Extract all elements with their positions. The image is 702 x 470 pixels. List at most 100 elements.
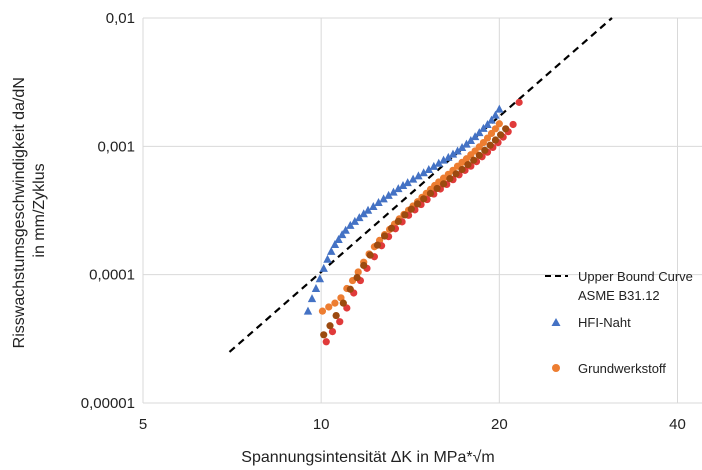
data-point-gw_brown <box>346 285 354 293</box>
y-axis-title-line-1: Risswachstumsgeschwindigkeit da/dN <box>11 77 28 348</box>
data-point-gw_brown <box>464 161 472 169</box>
legend-gw-label: Grundwerkstoff <box>578 361 666 376</box>
data-point-hfi <box>429 161 439 170</box>
data-point-gw <box>318 307 327 315</box>
legend-upper-bound-line-1: Upper Bound Curve <box>578 269 693 284</box>
y-tick-label: 0,01 <box>106 10 135 27</box>
data-point-gw_brown <box>458 165 466 174</box>
x-tick-label: 5 <box>139 416 147 433</box>
data-point-gw_brown <box>491 136 500 144</box>
data-point-hfi <box>483 119 492 128</box>
series-gw_brown <box>320 125 510 339</box>
data-point-hfi <box>487 115 496 124</box>
data-point-gw_brown <box>320 331 328 339</box>
data-point-hfi <box>350 216 360 225</box>
data-point-hfi <box>355 213 364 222</box>
data-point-gw_brown <box>407 205 415 213</box>
data-point-gw_brown <box>497 131 505 139</box>
data-point-gw <box>331 299 339 307</box>
data-point-gw_brown <box>373 241 382 249</box>
data-point-gw_brown <box>433 184 441 193</box>
legend-gw-line-1: Grundwerkstoff <box>578 361 666 376</box>
y-tick-label: 0,001 <box>97 138 135 155</box>
legend-gw-swatch <box>552 364 560 372</box>
y-tick-label: 0,00001 <box>81 395 135 412</box>
data-point-hfi <box>330 239 340 248</box>
data-point-hfi <box>444 152 453 161</box>
x-tick-label: 40 <box>669 416 686 433</box>
data-point-gw_brown <box>446 175 454 183</box>
data-point-hfi <box>453 146 462 155</box>
data-point-gw_red <box>322 338 330 346</box>
data-point-gw_brown <box>366 251 374 259</box>
legend: Upper Bound Curve ASME B31.12 HFI-Naht G… <box>545 269 697 376</box>
data-point-gw_red <box>509 120 517 129</box>
data-point-hfi <box>303 306 313 315</box>
data-point-hfi <box>414 171 423 180</box>
data-point-gw_brown <box>475 151 483 159</box>
data-point-hfi <box>379 194 388 203</box>
data-point-hfi <box>327 246 336 255</box>
data-point-gw_brown <box>381 232 389 240</box>
data-point-gw_brown <box>339 299 347 307</box>
data-point-gw_brown <box>486 141 494 149</box>
data-point-hfi <box>315 274 325 283</box>
data-point-hfi <box>424 164 433 173</box>
data-point-gw_brown <box>353 273 361 282</box>
data-point-hfi <box>495 104 504 113</box>
data-point-hfi <box>323 254 332 263</box>
upper-bound-curve-line <box>228 17 613 353</box>
y-tick-label: 0,0001 <box>89 267 135 284</box>
x-tick-label: 10 <box>313 416 330 433</box>
legend-hfi-line-1: HFI-Naht <box>578 315 631 330</box>
data-point-gw <box>491 125 500 133</box>
data-point-hfi <box>369 201 378 210</box>
data-point-hfi <box>384 190 393 199</box>
data-point-gw_red <box>336 318 344 326</box>
data-point-hfi <box>439 155 448 164</box>
data-point-hfi <box>311 284 321 293</box>
data-point-hfi <box>457 142 467 151</box>
data-point-gw_red <box>328 328 337 336</box>
legend-upper-bound-label: Upper Bound Curve ASME B31.12 <box>578 269 697 303</box>
data-point-gw_brown <box>394 217 402 226</box>
data-point-hfi <box>389 187 398 196</box>
grid <box>142 17 702 404</box>
data-point-hfi <box>466 136 476 145</box>
data-point-gw_brown <box>326 322 334 330</box>
data-point-hfi <box>403 178 412 187</box>
legend-upper-bound-line-2: ASME B31.12 <box>578 288 660 303</box>
data-point-hfi <box>462 139 471 148</box>
data-point-hfi <box>346 220 355 229</box>
x-tick-label: 20 <box>491 416 508 433</box>
data-point-gw <box>354 268 362 276</box>
data-point-gw_brown <box>502 125 510 133</box>
data-point-hfi <box>491 110 500 119</box>
data-point-hfi <box>341 225 350 234</box>
data-point-hfi <box>307 294 317 303</box>
data-point-gw_brown <box>360 261 368 270</box>
data-point-hfi <box>408 174 418 183</box>
data-point-hfi <box>337 230 347 239</box>
data-point-gw_brown <box>413 200 422 208</box>
y-axis-title-line-2: in mm/Zyklus <box>31 163 48 257</box>
data-point-hfi <box>374 198 383 207</box>
data-point-hfi <box>319 263 328 272</box>
data-point-gw_brown <box>401 211 409 219</box>
data-point-hfi <box>448 149 458 158</box>
data-point-hfi <box>434 158 443 167</box>
y-axis-title: Risswachstumsgeschwindigkeit da/dN in mm… <box>11 73 48 349</box>
series-hfi <box>303 104 504 315</box>
series-layer <box>228 17 613 353</box>
x-axis-title: Spannungsintensität ΔK in MPa*√m <box>241 449 494 466</box>
legend-hfi-swatch <box>551 318 561 326</box>
data-point-hfi <box>363 205 373 214</box>
data-point-hfi <box>359 209 368 218</box>
data-point-gw_brown <box>481 146 489 154</box>
data-point-hfi <box>419 168 428 177</box>
data-point-hfi <box>334 234 343 243</box>
data-point-gw_red <box>515 98 523 106</box>
tick-labels: 0,00001 0,0001 0,001 0,01 5 10 20 40 <box>81 10 686 433</box>
